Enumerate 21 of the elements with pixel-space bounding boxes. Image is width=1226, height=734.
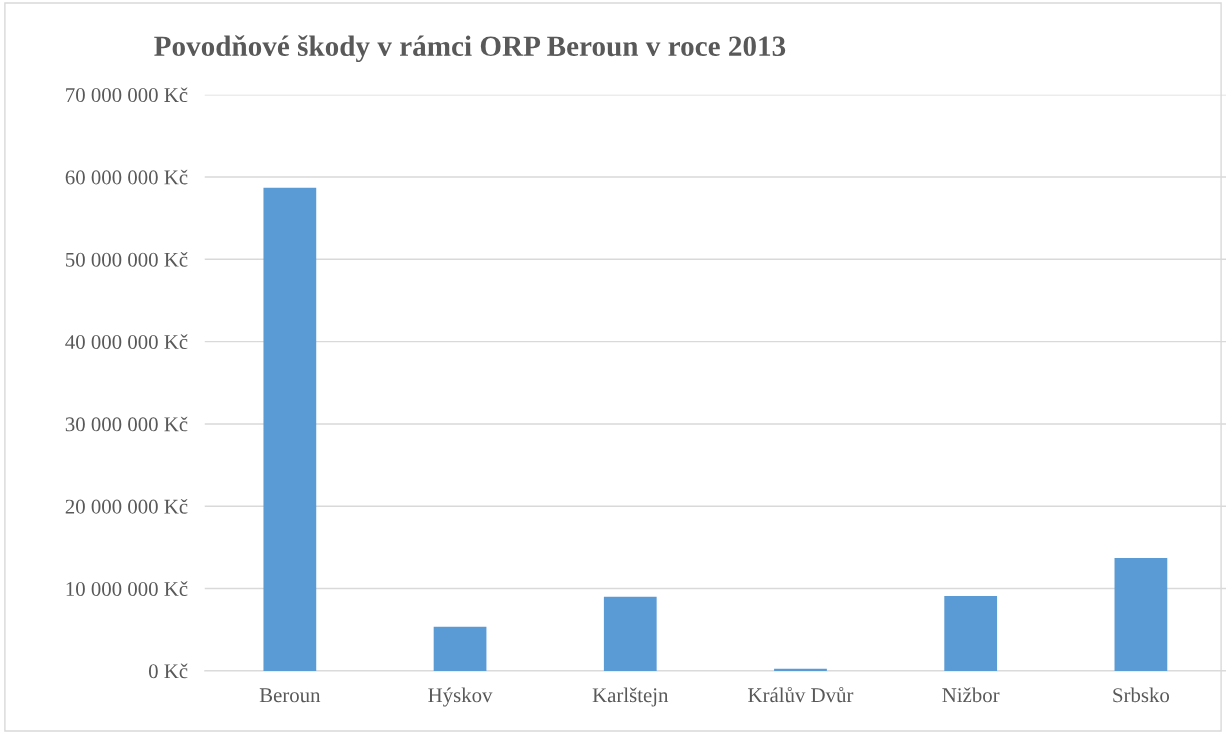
bar: [944, 595, 998, 671]
bar: [433, 626, 487, 671]
x-tick-label: Hýskov: [428, 687, 493, 707]
x-tick-label: Nižbor: [942, 687, 1000, 703]
y-tick-label: 30 000 000 Kč: [65, 416, 188, 432]
x-tick-label: Králův Dvůr: [748, 686, 854, 703]
y-tick-label: 70 000 000 Kč: [66, 87, 188, 103]
y-tick-label: 50 000 000 Kč: [66, 252, 188, 267]
y-tick-label: 60 000 000 Kč: [65, 169, 188, 185]
y-tick-label: 10 000 000 Kč: [66, 581, 188, 596]
bar: [603, 596, 657, 671]
bar: [263, 187, 317, 671]
bar: [774, 668, 827, 671]
y-tick-label: 0 Kč: [148, 663, 188, 679]
x-tick-label: Beroun: [259, 688, 321, 703]
x-tick-label: Karlštejn: [592, 687, 669, 707]
y-tick-label: 20 000 000 Kč: [65, 498, 188, 514]
x-tick-label: Srbsko: [1113, 687, 1170, 703]
chart-title: Povodňové škody v rámci ORP Beroun v roce 2013: [154, 35, 786, 63]
bar: [1114, 558, 1168, 671]
y-tick-label: 40 000 000 Kč: [65, 334, 188, 350]
